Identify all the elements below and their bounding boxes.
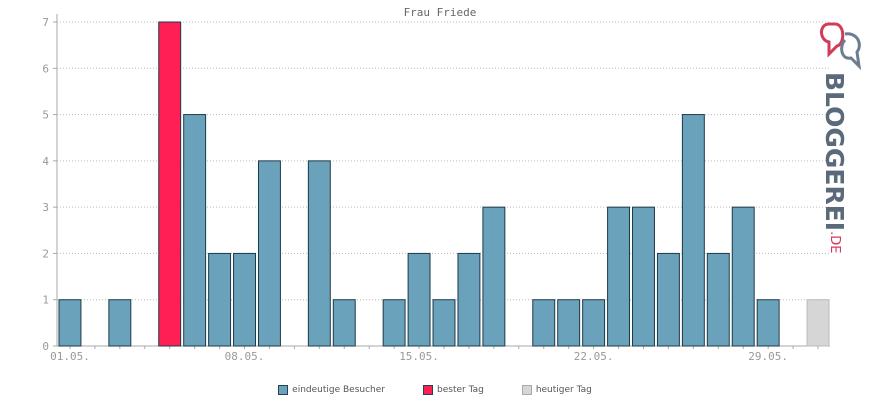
y-tick-label: 3 [42, 201, 49, 214]
y-tick-label: 0 [42, 340, 49, 353]
legend-label-today: heutiger Tag [535, 385, 592, 395]
bar-08-05 [233, 252, 256, 347]
bars [58, 21, 830, 347]
bar-26-05 [681, 114, 705, 347]
chart-title: Frau Friede [404, 6, 477, 19]
legend-label-visitors: eindeutige Besucher [292, 385, 385, 395]
bar-17-05 [457, 252, 481, 347]
bar-31-05 [806, 299, 830, 347]
bar-01-05 [58, 299, 82, 347]
legend-item-today: heutiger Tag [521, 385, 592, 395]
y-tick-label: 1 [42, 294, 49, 307]
y-tick-label: 4 [42, 155, 49, 168]
bloggerei-logo-text: BLOGGEREI.DE [820, 72, 849, 253]
legend-swatch-today [521, 385, 532, 395]
legend-swatch-best-day [423, 385, 433, 395]
legend-item-best-day: bester Tag [423, 385, 484, 395]
y-tick-label: 2 [42, 247, 49, 260]
bar-28-05 [731, 206, 755, 347]
bar-09-05 [257, 160, 281, 347]
chart-legend: eindeutige Besucher bester Tag heutiger … [0, 385, 870, 395]
bar-20-05 [532, 299, 556, 347]
bloggerei-logo-icon[interactable] [815, 18, 869, 218]
y-tick-label: 5 [42, 109, 49, 122]
bar-22-05 [582, 299, 606, 347]
bar-14-05 [382, 299, 406, 347]
logo-tld: .DE [827, 231, 842, 254]
bar-16-05 [432, 299, 456, 347]
logo-wordmark: BLOGGEREI [820, 72, 849, 232]
bar-24-05 [632, 206, 655, 347]
bar-07-05 [208, 252, 232, 347]
bar-15-05 [407, 252, 431, 347]
x-tick-label: 15.05. [399, 350, 439, 363]
x-tick-label: 01.05. [50, 350, 90, 363]
bar-12-05 [332, 299, 356, 347]
x-axis: 01.05. 08.05. 15.05. 22.05. 29.05. [50, 345, 830, 363]
legend-swatch-visitors [278, 385, 289, 395]
x-tick-label: 08.05. [225, 350, 265, 363]
bar-03-05 [108, 299, 132, 347]
y-axis: 0 1 2 3 4 5 6 7 [42, 14, 58, 353]
bar-05-05 [158, 21, 182, 347]
legend-item-visitors: eindeutige Besucher [278, 385, 385, 395]
bar-21-05 [557, 299, 581, 347]
x-tick-label: 22.05. [574, 350, 614, 363]
bar-23-05 [607, 206, 631, 347]
bar-29-05 [756, 299, 780, 347]
bar-11-05 [307, 160, 331, 347]
bar-18-05 [482, 206, 506, 347]
y-tick-label: 6 [42, 62, 49, 75]
x-tick-label: 29.05. [748, 350, 788, 363]
y-tick-label: 7 [42, 16, 49, 29]
bar-27-05 [706, 252, 730, 347]
bar-06-05 [183, 114, 207, 347]
bar-25-05 [656, 252, 680, 347]
legend-label-best-day: bester Tag [437, 385, 484, 395]
